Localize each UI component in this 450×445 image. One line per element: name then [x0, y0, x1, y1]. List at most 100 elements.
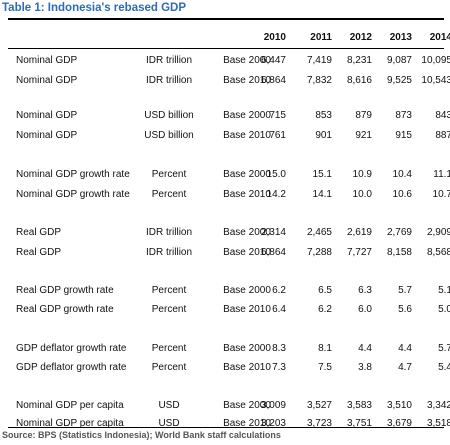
row-label: Nominal GDP per capita [16, 418, 124, 429]
value-cell: 3,583 [346, 400, 372, 411]
value-cell: 6.5 [318, 285, 332, 296]
value-cell: 3,342 [426, 400, 450, 411]
row-unit: Percent [151, 362, 187, 373]
value-cell: 3,723 [306, 418, 332, 429]
row-label: Nominal GDP growth rate [16, 169, 130, 180]
value-cell: 9,087 [386, 55, 412, 66]
value-cell: 8.3 [272, 343, 286, 354]
value-cell: 10.4 [392, 169, 412, 180]
value-cell: 5.7 [398, 285, 412, 296]
row-base: Base 2000 [223, 110, 271, 121]
value-cell: 7,832 [306, 75, 332, 86]
row-unit: USD [158, 418, 180, 429]
row-base: Base 2000 [223, 227, 271, 238]
row-label: Nominal GDP growth rate [16, 189, 130, 200]
bottom-rule [8, 427, 444, 428]
table-row: Nominal GDP growth rate Percent Base 2010 1… [8, 187, 450, 203]
row-base: Base 2010 [223, 304, 271, 315]
source-note: Source: BPS (Statistics Indonesia); Worl… [2, 430, 281, 440]
row-base: Base 2000 [223, 400, 271, 411]
value-cell: 10.7 [432, 189, 450, 200]
value-cell: 5.4 [438, 362, 450, 373]
value-cell: 8,616 [346, 75, 372, 86]
table-row: Nominal GDP growth rate Percent Base 2000 1… [8, 167, 450, 183]
value-cell: 7.3 [272, 362, 286, 373]
row-unit: IDR trillion [145, 55, 193, 66]
row-unit: USD billion [144, 130, 194, 141]
value-cell: 915 [395, 130, 412, 141]
row-label: Nominal GDP per capita [16, 400, 124, 411]
row-unit: USD [158, 400, 180, 411]
value-cell: 15.1 [312, 169, 332, 180]
value-cell: 6.2 [318, 304, 332, 315]
row-label: Real GDP growth rate [16, 304, 114, 315]
value-cell: 921 [355, 130, 372, 141]
value-cell: 3,510 [386, 400, 412, 411]
value-cell: 2,465 [306, 227, 332, 238]
row-base: Base 2010 [223, 418, 271, 429]
row-unit: Percent [151, 304, 187, 315]
row-label: GDP deflator growth rate [16, 343, 127, 354]
value-cell: 2,619 [346, 227, 372, 238]
row-unit: Percent [151, 189, 187, 200]
value-cell: 7,288 [306, 247, 332, 258]
value-cell: 3,751 [346, 418, 372, 429]
value-cell: 8,231 [346, 55, 372, 66]
value-cell: 873 [395, 110, 412, 121]
row-base: Base 2000 [223, 169, 271, 180]
row-base: Base 2010 [223, 362, 271, 373]
value-cell: 6,864 [260, 247, 286, 258]
value-cell: 5.6 [398, 304, 412, 315]
value-cell: 3.8 [358, 362, 372, 373]
value-cell: 3,203 [260, 418, 286, 429]
row-label: Nominal GDP [16, 75, 78, 86]
value-cell: 14.2 [266, 189, 286, 200]
year-header: 2012 [349, 32, 372, 43]
header-row: 2010 2011 2012 2013 2014 [8, 30, 450, 46]
value-cell: 4.7 [398, 362, 412, 373]
value-cell: 10,095 [421, 55, 450, 66]
value-cell: 2,314 [260, 227, 286, 238]
value-cell: 6.0 [358, 304, 372, 315]
table-title: Table 1: Indonesia's rebased GDP [2, 2, 187, 14]
row-label: Nominal GDP [16, 110, 78, 121]
value-cell: 6.4 [272, 304, 286, 315]
header-rule [8, 48, 444, 49]
value-cell: 8,568 [426, 247, 450, 258]
table-row: Nominal GDP IDR trillion Base 2000 6,447 7,4… [8, 53, 450, 69]
value-cell: 2,909 [426, 227, 450, 238]
row-base: Base 2000 [223, 55, 271, 66]
row-label: Nominal GDP [16, 55, 78, 66]
table-row: Real GDP growth rate Percent Base 2010 6.4 6… [8, 302, 450, 318]
value-cell: 6.3 [358, 285, 372, 296]
value-cell: 5.0 [438, 304, 450, 315]
value-cell: 7,727 [346, 247, 372, 258]
value-cell: 5.1 [438, 285, 450, 296]
value-cell: 15.0 [266, 169, 286, 180]
value-cell: 843 [435, 110, 450, 121]
table-row: Nominal GDP IDR trillion Base 2010 6,864 7,8… [8, 73, 450, 89]
year-header: 2011 [310, 32, 332, 43]
row-base: Base 2010 [223, 247, 271, 258]
row-base: Base 2000 [223, 343, 271, 354]
table-row: Nominal GDP per capita USD Base 2000 3,009 3… [8, 398, 450, 414]
row-unit: USD billion [144, 110, 194, 121]
value-cell: 879 [355, 110, 372, 121]
value-cell: 8.1 [318, 343, 332, 354]
value-cell: 10.6 [392, 189, 412, 200]
row-unit: IDR trillion [145, 227, 193, 238]
value-cell: 10.9 [352, 169, 372, 180]
value-cell: 2,769 [386, 227, 412, 238]
value-cell: 7.5 [318, 362, 332, 373]
row-base: Base 2000 [223, 285, 271, 296]
row-label: Real GDP [16, 247, 62, 258]
value-cell: 11.1 [433, 169, 450, 180]
value-cell: 10,543 [421, 75, 450, 86]
value-cell: 853 [315, 110, 332, 121]
value-cell: 14.1 [312, 189, 332, 200]
value-cell: 3,527 [306, 400, 332, 411]
row-unit: IDR trillion [145, 75, 193, 86]
row-base: Base 2010 [223, 75, 271, 86]
value-cell: 901 [315, 130, 332, 141]
value-cell: 887 [435, 130, 450, 141]
